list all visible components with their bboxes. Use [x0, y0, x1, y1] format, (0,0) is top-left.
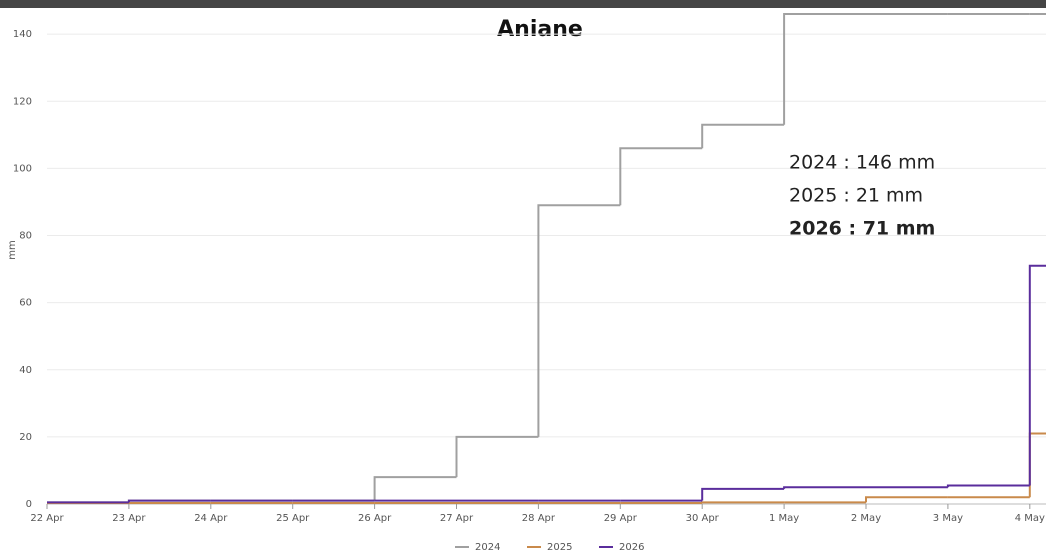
annotation: 2025 : 21 mm — [789, 185, 923, 207]
series-step — [619, 147, 703, 206]
y-tick-label: 60 — [19, 298, 32, 309]
series-step — [701, 501, 785, 504]
y-tick-label: 0 — [26, 499, 32, 510]
series-step — [783, 13, 866, 125]
x-tick-label: 26 Apr — [358, 513, 392, 524]
x-tick-label: 29 Apr — [604, 513, 638, 524]
legend-label: 2025 — [547, 542, 572, 553]
series-step — [865, 496, 948, 503]
annotation: 2026 : 71 mm — [789, 218, 935, 240]
series-step — [373, 476, 457, 501]
legend-label: 2024 — [475, 542, 500, 553]
y-tick-label: 100 — [13, 163, 32, 174]
y-axis-label: mm — [7, 240, 18, 259]
top-bar — [0, 0, 1046, 8]
y-tick-label: 120 — [13, 96, 32, 107]
x-tick-label: 28 Apr — [522, 513, 556, 524]
chart-title: Aniane — [497, 17, 583, 42]
series-step — [783, 486, 866, 489]
series-step — [701, 487, 785, 501]
y-tick-label: 40 — [19, 365, 32, 376]
x-tick-label: 30 Apr — [686, 513, 720, 524]
annotation: 2024 : 146 mm — [789, 152, 935, 174]
x-tick-label: 22 Apr — [30, 513, 64, 524]
series-step — [946, 484, 1030, 488]
x-tick-label: 4 May — [1015, 513, 1045, 524]
x-tick-label: 3 May — [933, 513, 963, 524]
x-tick-label: 24 Apr — [194, 513, 228, 524]
legend-label: 2026 — [619, 542, 644, 553]
y-tick-label: 20 — [19, 432, 32, 443]
x-tick-label: 25 Apr — [276, 513, 310, 524]
series-step — [1028, 432, 1046, 498]
series-step — [701, 123, 785, 149]
series-step — [455, 435, 539, 478]
series-step — [1028, 264, 1046, 486]
y-tick-label: 140 — [13, 29, 32, 40]
series-step — [537, 204, 621, 437]
x-tick-label: 2 May — [851, 513, 881, 524]
x-tick-label: 1 May — [769, 513, 799, 524]
x-tick-label: 23 Apr — [112, 513, 146, 524]
y-tick-label: 80 — [19, 231, 32, 242]
series-step — [127, 499, 211, 503]
x-tick-label: 27 Apr — [440, 513, 474, 524]
